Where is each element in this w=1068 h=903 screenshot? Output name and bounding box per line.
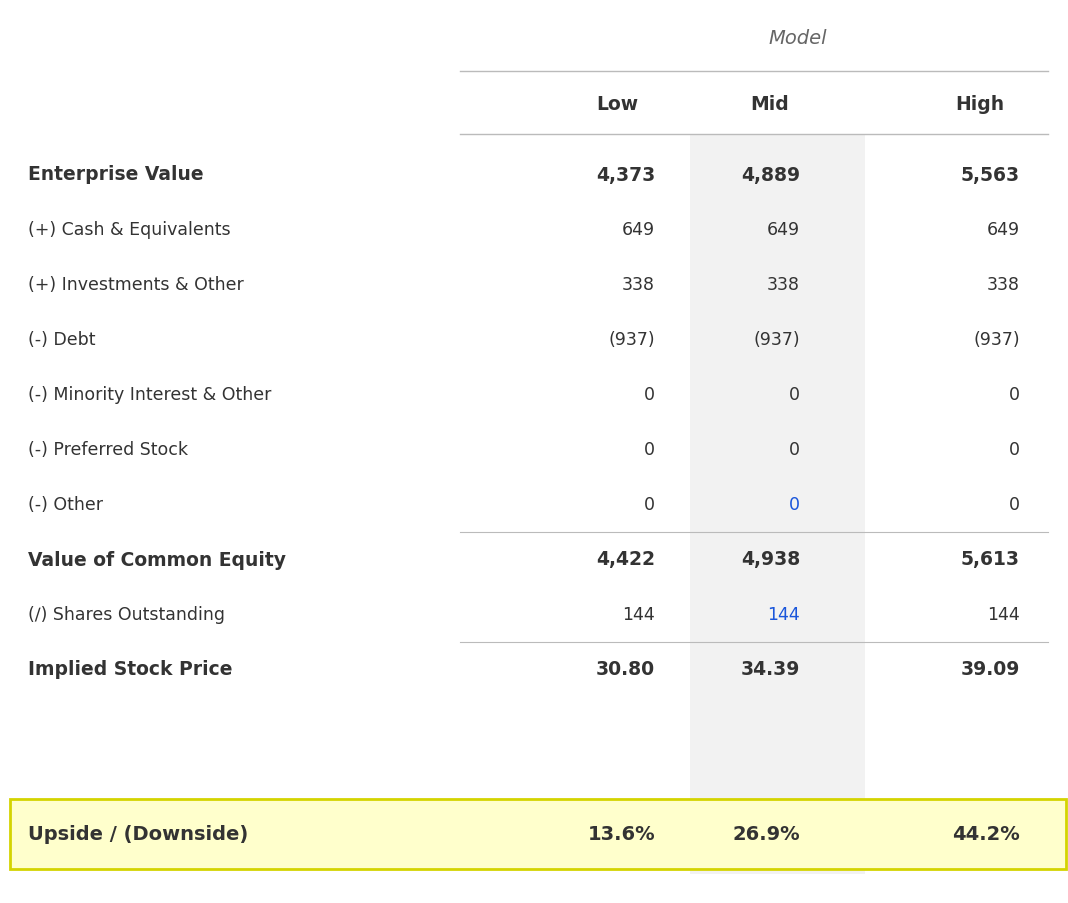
- Text: 649: 649: [622, 220, 655, 238]
- Text: 0: 0: [1009, 441, 1020, 459]
- Text: (937): (937): [753, 330, 800, 349]
- Text: (-) Other: (-) Other: [28, 496, 103, 514]
- Text: Enterprise Value: Enterprise Value: [28, 165, 204, 184]
- Text: 4,889: 4,889: [741, 165, 800, 184]
- Bar: [690, 135, 865, 874]
- Text: 26.9%: 26.9%: [733, 824, 800, 843]
- Text: 39.09: 39.09: [960, 660, 1020, 679]
- Text: Mid: Mid: [751, 96, 789, 115]
- Text: (-) Debt: (-) Debt: [28, 330, 95, 349]
- Text: 34.39: 34.39: [740, 660, 800, 679]
- Text: 649: 649: [987, 220, 1020, 238]
- Text: 0: 0: [644, 386, 655, 404]
- Text: (+) Cash & Equivalents: (+) Cash & Equivalents: [28, 220, 231, 238]
- Text: 0: 0: [789, 441, 800, 459]
- Text: (937): (937): [973, 330, 1020, 349]
- Text: 4,373: 4,373: [596, 165, 655, 184]
- Text: 144: 144: [987, 605, 1020, 623]
- Text: 0: 0: [644, 441, 655, 459]
- Text: 5,563: 5,563: [961, 165, 1020, 184]
- Text: (-) Preferred Stock: (-) Preferred Stock: [28, 441, 188, 459]
- Text: Model: Model: [768, 29, 827, 48]
- Text: 144: 144: [767, 605, 800, 623]
- Text: 30.80: 30.80: [596, 660, 655, 679]
- Text: 5,613: 5,613: [961, 550, 1020, 569]
- Text: (-) Minority Interest & Other: (-) Minority Interest & Other: [28, 386, 271, 404]
- Text: (∕) Shares Outstanding: (∕) Shares Outstanding: [28, 605, 225, 623]
- Text: (+) Investments & Other: (+) Investments & Other: [28, 275, 244, 293]
- Text: Implied Stock Price: Implied Stock Price: [28, 660, 233, 679]
- Text: 338: 338: [622, 275, 655, 293]
- Text: 4,938: 4,938: [741, 550, 800, 569]
- Text: 144: 144: [623, 605, 655, 623]
- Text: Value of Common Equity: Value of Common Equity: [28, 550, 286, 569]
- Text: 4,422: 4,422: [596, 550, 655, 569]
- Text: 0: 0: [1009, 386, 1020, 404]
- Text: 649: 649: [767, 220, 800, 238]
- Text: 0: 0: [644, 496, 655, 514]
- Text: 338: 338: [767, 275, 800, 293]
- Text: 0: 0: [1009, 496, 1020, 514]
- Text: 338: 338: [987, 275, 1020, 293]
- Text: 44.2%: 44.2%: [953, 824, 1020, 843]
- Bar: [10, 799, 1066, 869]
- Text: 0: 0: [789, 386, 800, 404]
- Text: (937): (937): [609, 330, 655, 349]
- Text: Upside / (Downside): Upside / (Downside): [28, 824, 248, 843]
- Text: 0: 0: [789, 496, 800, 514]
- Text: Low: Low: [596, 96, 638, 115]
- Text: High: High: [956, 96, 1005, 115]
- Text: 13.6%: 13.6%: [587, 824, 655, 843]
